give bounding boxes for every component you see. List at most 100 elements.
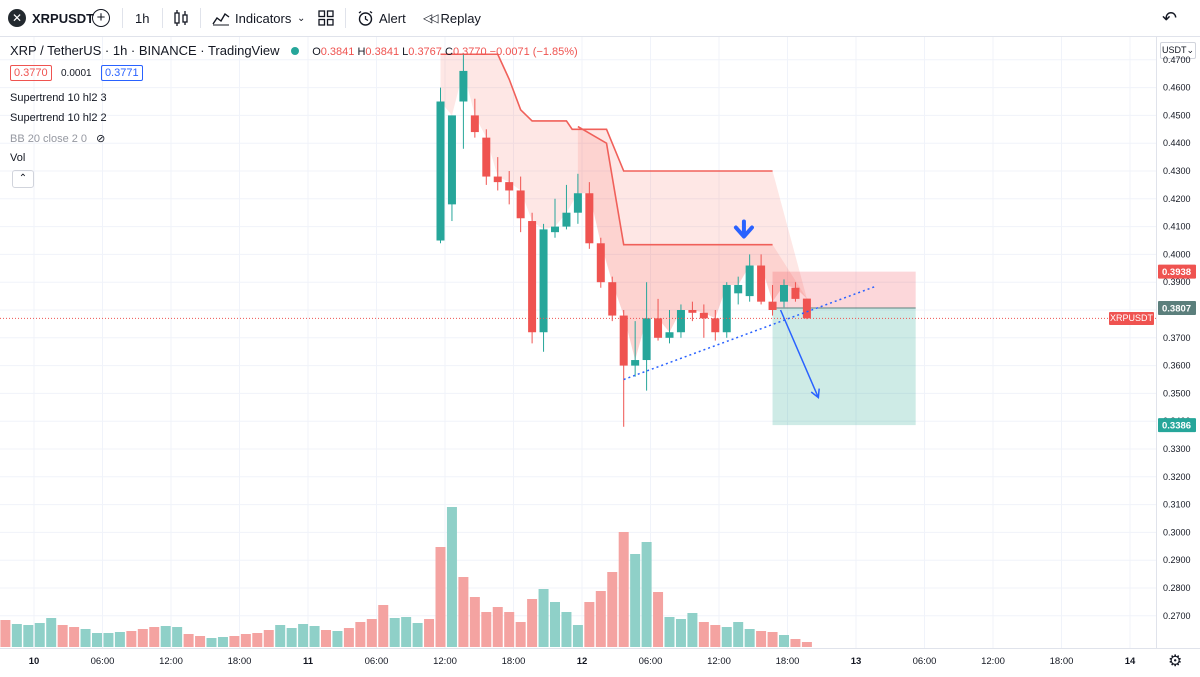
price-tick-label: 0.2700 [1163,611,1191,621]
undo-button[interactable]: ↶ [1162,0,1177,36]
indicators-button[interactable]: Indicators [212,0,291,36]
volume-bar [721,627,732,647]
time-tick-label: 13 [851,656,862,667]
candle-body [619,315,628,366]
volume-bar [584,602,595,647]
price-axis[interactable]: USDT⌄ 0.4700 0.4600 0.4500 0.4400 0.4300 0.42… [1156,37,1200,648]
candle-body [585,193,594,244]
indicator-volume[interactable]: Vol [10,152,25,164]
candle-body [722,284,731,333]
symbol-label: XRPUSDT [32,10,95,26]
candle-body [688,310,697,313]
compare-button[interactable]: + [92,0,110,36]
supertrend-fill-inner [577,126,807,361]
price-tick-label: 0.4300 [1163,166,1191,176]
symbol-search[interactable]: ✕ XRPUSDT [8,0,94,36]
volume-bar [412,623,423,647]
indicators-dropdown[interactable]: ⌄ [297,0,305,36]
chart-type-button[interactable] [173,0,189,36]
volume-bar [137,629,148,647]
volume-bar [664,617,675,647]
volume-bar [355,622,366,647]
price-tick-label: 0.3300 [1163,444,1191,454]
supertrend-fill [440,54,807,361]
candle-body [493,176,502,183]
time-tick-label: 18:00 [228,656,252,667]
volume-bar [149,627,160,647]
volume-bar [424,619,435,647]
volume-bar [23,625,34,647]
time-tick-label: 12:00 [433,656,457,667]
low-value: 0.3767 [408,46,442,58]
eye-hidden-icon[interactable]: ⊘ [96,133,106,145]
price-tick-label: 0.4400 [1163,138,1191,148]
ohlc-values: O0.3841 H0.3841 L0.3767 C0.3770 −0.0071 … [312,46,578,58]
interval-button[interactable]: 1h [135,0,149,36]
time-tick-label: 06:00 [639,656,663,667]
volume-bar [435,547,446,647]
projection-arrowhead [810,388,820,400]
candle-body [528,221,537,333]
volume-bar [492,607,503,647]
candle-body [665,332,674,338]
alert-button[interactable]: Alert [357,0,406,36]
volume-bar [46,618,57,647]
change-value: −0.0071 (−1.85%) [489,46,578,58]
volume-bar [92,633,102,647]
time-tick-label: 06:00 [365,656,389,667]
volume-bar [595,591,606,647]
rewind-icon: ◁◁ [423,11,439,25]
volume-bar [469,597,480,647]
price-tick-label: 0.3200 [1163,472,1191,482]
chart-settings-button[interactable]: ⚙ [1168,651,1182,671]
price-tick-label: 0.4700 [1163,55,1191,65]
supertrend-line-3 [440,53,773,172]
chevron-up-icon: ⌃ [18,173,28,184]
indicator-supertrend-2[interactable]: Supertrend 10 hl2 2 [10,112,107,124]
price-tick-label: 0.3600 [1163,361,1191,371]
indicators-label: Indicators [235,10,292,26]
volume-bar [217,637,228,647]
volume-bar [515,622,526,647]
replay-label: Replay [440,10,481,26]
indicator-supertrend-3[interactable]: Supertrend 10 hl2 3 [10,92,107,104]
take-profit-zone [772,308,916,426]
indicator-bollinger[interactable]: BB 20 close 2 0 ⊘ [10,132,105,145]
candle-body [745,265,754,297]
volume-bar [160,626,171,647]
candle-body [596,243,605,283]
time-tick-label: 10 [29,656,40,667]
candle-body [676,310,685,333]
volume-bar [561,612,572,647]
volume-bar [80,629,91,647]
time-tick-label: 12:00 [981,656,1005,667]
chart-pane[interactable]: XRP / TetherUS · 1h · BINANCE · TradingV… [0,37,1156,648]
ask-box[interactable]: 0.3771 [100,65,143,81]
currency-selector[interactable]: USDT⌄ [1160,42,1196,59]
volume-bar [206,638,217,647]
symbol-description: XRP / TetherUS · 1h · BINANCE · TradingV… [10,43,280,58]
chart-legend: XRP / TetherUS · 1h · BINANCE · TradingV… [10,43,578,58]
chart-canvas[interactable] [0,37,1156,648]
candle-body [780,284,788,302]
volume-bar [263,630,274,647]
volume-bar [11,624,22,647]
volume-bar [538,589,549,647]
volume-bar [618,532,629,647]
volume-bar [744,629,755,647]
bid-box[interactable]: 0.3770 [10,65,52,81]
market-status-dot [290,47,299,55]
indicator-label: BB 20 close 2 0 [10,133,88,145]
volume-bar [378,605,389,647]
candle-body [734,284,743,294]
volume-bar [607,572,618,647]
volume-bar [321,630,331,647]
layout-button[interactable] [318,0,334,36]
time-axis[interactable]: 10 06:00 12:00 18:00 11 06:00 12:00 18:00 12 06:0… [0,648,1200,672]
replay-button[interactable]: ◁◁ Replay [423,0,481,36]
volume-bar [366,619,377,647]
layout-grid-icon [318,10,334,26]
candle-body [573,193,582,213]
collapse-legend-button[interactable]: ⌃ [12,170,34,188]
candle-body [551,226,559,233]
